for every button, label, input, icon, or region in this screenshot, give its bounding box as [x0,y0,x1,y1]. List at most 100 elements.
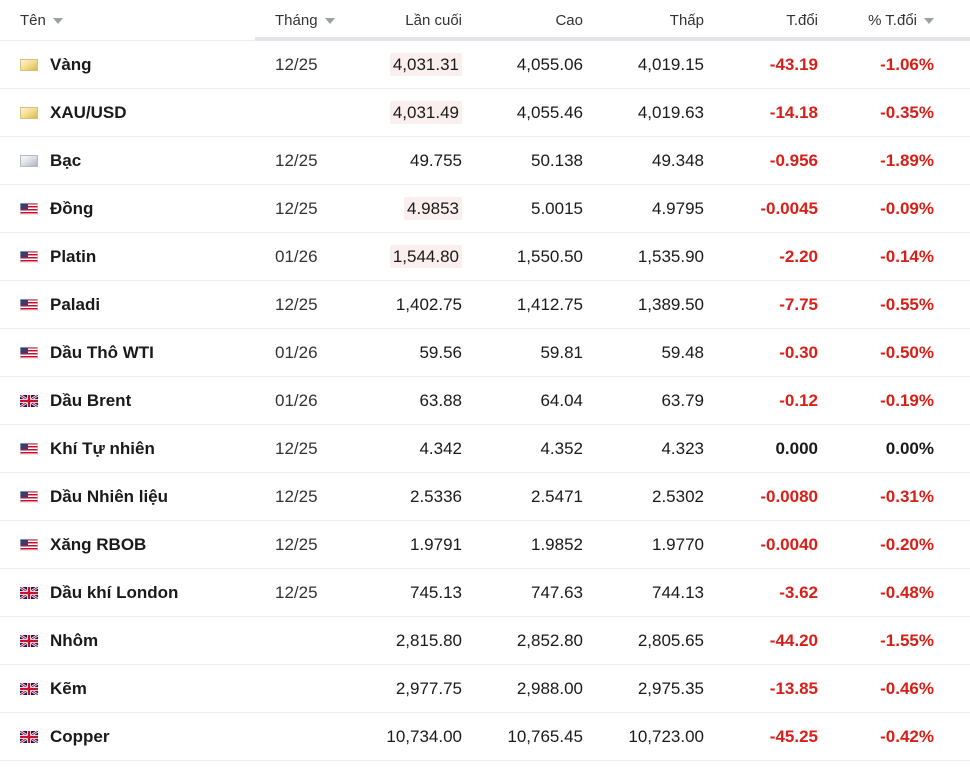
instrument-name-link[interactable]: Khí Tự nhiên [50,438,155,458]
high-cell: 4.352 [470,424,591,473]
month-cell [255,712,345,761]
instrument-name-link[interactable]: Dầu Thô WTI [50,342,154,362]
change-pct-cell: -0.09% [826,184,970,233]
instrument-name-link[interactable]: Bạc [50,150,82,170]
table-row[interactable]: Copper 10,734.00 10,765.45 10,723.00 -45… [0,712,970,761]
last-price-cell: 63.88 [345,376,470,425]
last-price-value: 4.342 [419,438,462,458]
month-cell: 01/26 [255,376,345,425]
low-cell: 1.9770 [591,520,712,569]
uk-flag-icon [20,394,38,407]
high-cell: 64.04 [470,376,591,425]
last-price-cell: 4,031.31 [345,40,470,89]
instrument-name-link[interactable]: Dầu Nhiên liệu [50,486,169,506]
low-cell: 59.48 [591,328,712,377]
column-header-last-label: Lần cuối [405,11,462,29]
table-row[interactable]: Paladi 12/25 1,402.75 1,412.75 1,389.50 … [0,280,970,329]
change-cell: -44.20 [712,616,826,665]
name-cell: Khí Tự nhiên [0,424,255,473]
column-header-change-pct[interactable]: % T.đổi [826,0,970,41]
instrument-name-link[interactable]: Đồng [50,198,94,218]
column-header-last[interactable]: Lần cuối [345,0,470,41]
name-cell: XAU/USD [0,88,255,137]
name-cell: Copper [0,712,255,761]
us-flag-icon [20,538,38,551]
table-row[interactable]: Platin 01/26 1,544.80 1,550.50 1,535.90 … [0,232,970,281]
column-header-low[interactable]: Thấp [591,0,712,41]
name-cell: Vàng [0,40,255,89]
sort-caret-icon[interactable] [924,17,934,24]
last-price-cell: 745.13 [345,568,470,617]
column-header-change-pct-label: % T.đổi [868,11,917,29]
high-cell: 4,055.46 [470,88,591,137]
instrument-name-link[interactable]: Xăng RBOB [50,534,147,554]
change-pct-cell: -1.89% [826,136,970,185]
change-cell: -0.0080 [712,472,826,521]
low-cell: 10,723.00 [591,712,712,761]
table-row[interactable]: Khí Tự nhiên 12/25 4.342 4.352 4.323 0.0… [0,424,970,473]
high-cell: 50.138 [470,136,591,185]
last-price-value: 10,734.00 [386,726,462,746]
last-price-value: 2,815.80 [395,630,462,650]
name-cell: Dầu khí London [0,568,255,617]
last-price-cell: 49.755 [345,136,470,185]
change-cell: -45.25 [712,712,826,761]
low-cell: 4,019.15 [591,40,712,89]
table-row[interactable]: Nhôm 2,815.80 2,852.80 2,805.65 -44.20 -… [0,616,970,665]
table-row[interactable]: Xăng RBOB 12/25 1.9791 1.9852 1.9770 -0.… [0,520,970,569]
column-header-name-label: Tên [20,11,46,29]
instrument-name-link[interactable]: Kẽm [50,678,87,698]
instrument-name-link[interactable]: Dầu khí London [50,582,179,602]
instrument-name-link[interactable]: Platin [50,246,97,266]
change-cell: -13.85 [712,664,826,713]
month-cell: 12/25 [255,424,345,473]
sort-caret-icon[interactable] [324,17,335,24]
change-pct-cell: -0.20% [826,520,970,569]
high-cell: 1.9852 [470,520,591,569]
change-cell: -0.12 [712,376,826,425]
table-row[interactable]: Dầu Nhiên liệu 12/25 2.5336 2.5471 2.530… [0,472,970,521]
us-flag-icon [20,346,38,359]
instrument-name-link[interactable]: Copper [50,726,110,746]
change-cell: 0.000 [712,424,826,473]
month-cell: 12/25 [255,184,345,233]
last-price-value: 1,544.80 [389,244,462,268]
table-row[interactable]: Kẽm 2,977.75 2,988.00 2,975.35 -13.85 -0… [0,664,970,713]
column-header-change-label: T.đổi [786,11,818,29]
low-cell: 2,975.35 [591,664,712,713]
name-cell: Platin [0,232,255,281]
table-row[interactable]: Dầu Thô WTI 01/26 59.56 59.81 59.48 -0.3… [0,328,970,377]
change-pct-cell: -1.55% [826,616,970,665]
last-price-value: 2.5336 [410,486,462,506]
column-header-high[interactable]: Cao [470,0,591,41]
high-cell: 747.63 [470,568,591,617]
high-cell: 2.5471 [470,472,591,521]
gold-flag-icon [20,106,38,119]
last-price-cell: 1.9791 [345,520,470,569]
column-header-low-label: Thấp [669,11,704,29]
month-cell [255,664,345,713]
table-row[interactable]: Dầu Brent 01/26 63.88 64.04 63.79 -0.12 … [0,376,970,425]
low-cell: 4,019.63 [591,88,712,137]
column-header-change[interactable]: T.đổi [712,0,826,41]
instrument-name-link[interactable]: Vàng [50,54,92,74]
change-pct-cell: -0.50% [826,328,970,377]
change-cell: -14.18 [712,88,826,137]
table-row[interactable]: Đồng 12/25 4.9853 5.0015 4.9795 -0.0045 … [0,184,970,233]
instrument-name-link[interactable]: XAU/USD [50,102,127,122]
instrument-name-link[interactable]: Dầu Brent [50,390,132,410]
table-row[interactable]: XAU/USD 4,031.49 4,055.46 4,019.63 -14.1… [0,88,970,137]
instrument-name-link[interactable]: Paladi [50,294,101,314]
last-price-cell: 59.56 [345,328,470,377]
instrument-name-link[interactable]: Nhôm [50,630,99,650]
table-row[interactable]: Bạc 12/25 49.755 50.138 49.348 -0.956 -1… [0,136,970,185]
table-header: Tên Tháng Lần cuối Cao Thấp T.đổi % T.đổ… [0,0,970,41]
last-price-value: 745.13 [410,582,462,602]
column-header-month[interactable]: Tháng [255,0,345,41]
sort-caret-icon[interactable] [52,17,63,24]
column-header-name[interactable]: Tên [0,0,255,41]
table-row[interactable]: Vàng 12/25 4,031.31 4,055.06 4,019.15 -4… [0,40,970,89]
last-price-cell: 1,402.75 [345,280,470,329]
last-price-cell: 2,815.80 [345,616,470,665]
table-row[interactable]: Dầu khí London 12/25 745.13 747.63 744.1… [0,568,970,617]
